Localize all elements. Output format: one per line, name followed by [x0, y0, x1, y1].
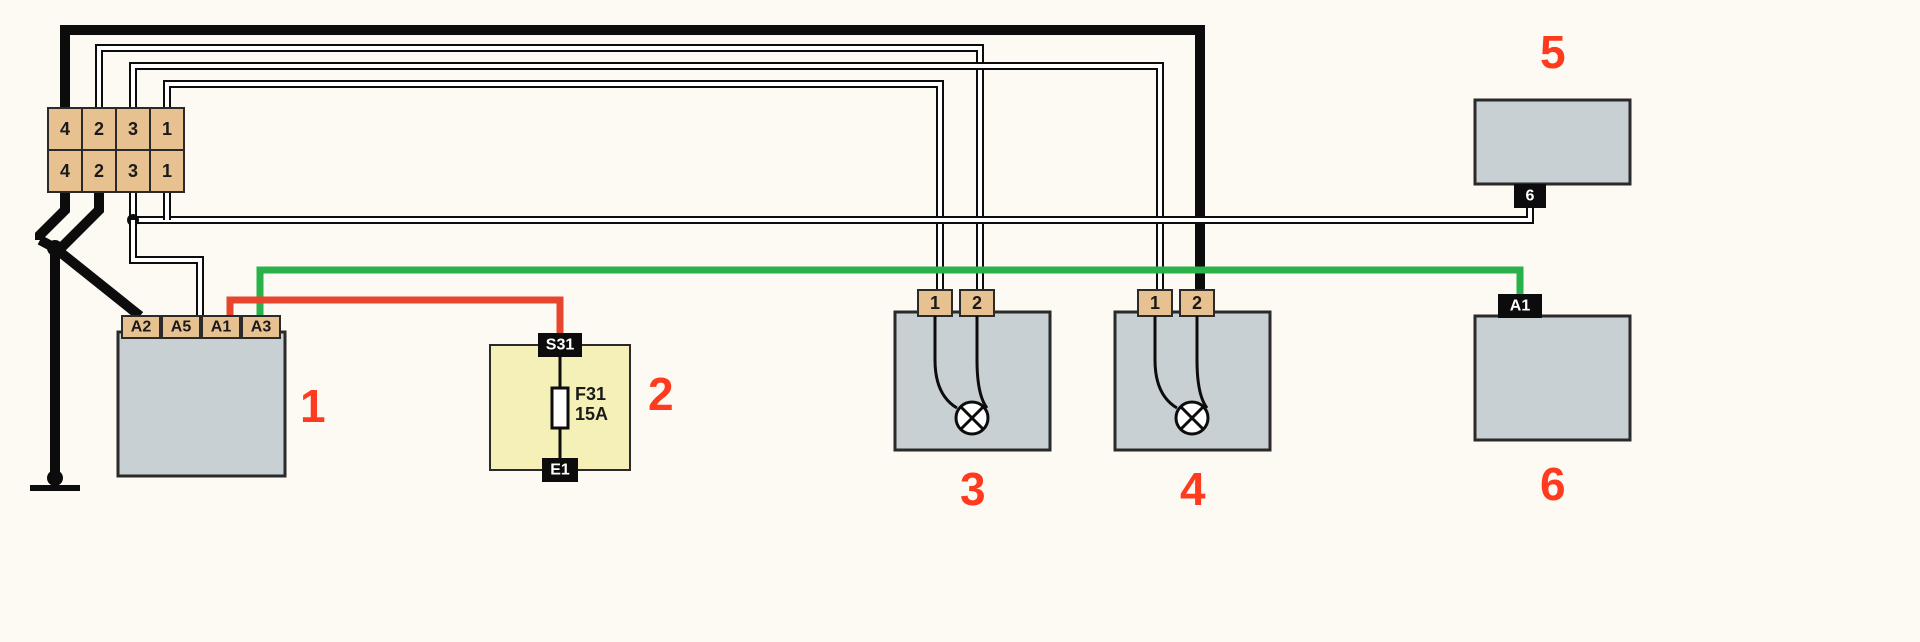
- lamp3-pin1: 1: [930, 293, 940, 313]
- conn-r2c3: 3: [128, 161, 138, 181]
- callout-2: 2: [648, 368, 674, 420]
- component-1: A2 A5 A1 A3: [118, 316, 285, 476]
- comp6-pin: A1: [1510, 298, 1531, 315]
- lamp4-pin1: 1: [1150, 293, 1160, 313]
- comp5-pin: 6: [1526, 188, 1535, 205]
- fuse-block: S31 E1 F31 15A: [490, 333, 630, 482]
- component-5: 6: [1475, 100, 1630, 208]
- comp1-pin-3: A1: [211, 319, 232, 336]
- wire-green: [260, 270, 1520, 316]
- conn-r2c1: 4: [60, 161, 70, 181]
- fuse-top-label: S31: [546, 337, 575, 354]
- connector-block: 4 2 3 1 4 2 3 1: [48, 108, 184, 192]
- conn-r1c1: 4: [60, 119, 70, 139]
- conn-r1c4: 1: [162, 119, 172, 139]
- callout-1: 1: [300, 380, 326, 432]
- wiring-diagram: 4 2 3 1 4 2 3 1 A2 A5 A1 A3: [0, 0, 1920, 642]
- conn-r2c2: 2: [94, 161, 104, 181]
- lamp3-pin2: 2: [972, 293, 982, 313]
- conn-r2c4: 1: [162, 161, 172, 181]
- callout-6: 6: [1540, 458, 1566, 510]
- wire-white-c: [167, 84, 940, 290]
- fuse-id: F31: [575, 384, 606, 404]
- lamp-3: 1 2: [895, 290, 1050, 450]
- comp1-pin-1: A2: [131, 319, 152, 336]
- callout-5: 5: [1540, 26, 1566, 78]
- callout-4: 4: [1180, 463, 1206, 515]
- conn-r1c3: 3: [128, 119, 138, 139]
- comp1-pin-4: A3: [251, 319, 272, 336]
- comp1-pin-2: A5: [171, 319, 192, 336]
- component-6: A1: [1475, 294, 1630, 440]
- lamp-4: 1 2: [1115, 290, 1270, 450]
- wire-white-to-comp1: [133, 220, 200, 316]
- conn-r1c2: 2: [94, 119, 104, 139]
- wire-white-lowbus: [127, 192, 1530, 226]
- lamp4-pin2: 2: [1192, 293, 1202, 313]
- fuse-bottom-label: E1: [550, 462, 570, 479]
- callout-3: 3: [960, 463, 986, 515]
- fuse-rating: 15A: [575, 404, 608, 424]
- wire-white-b: [133, 66, 1160, 290]
